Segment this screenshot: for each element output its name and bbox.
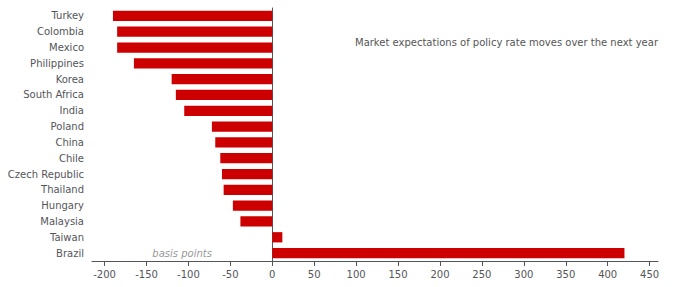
svg-text:Thailand: Thailand xyxy=(40,184,84,195)
svg-text:150: 150 xyxy=(389,269,408,280)
svg-text:-150: -150 xyxy=(135,269,158,280)
svg-text:India: India xyxy=(59,105,84,116)
svg-text:-200: -200 xyxy=(93,269,116,280)
svg-text:450: 450 xyxy=(640,269,659,280)
svg-text:Malaysia: Malaysia xyxy=(40,216,84,227)
svg-text:Turkey: Turkey xyxy=(50,10,84,21)
svg-text:Czech Republic: Czech Republic xyxy=(8,169,84,180)
svg-text:250: 250 xyxy=(472,269,491,280)
svg-text:Brazil: Brazil xyxy=(56,248,84,259)
svg-text:Mexico: Mexico xyxy=(49,42,84,53)
svg-text:Chile: Chile xyxy=(59,153,84,164)
svg-text:Korea: Korea xyxy=(56,74,84,85)
svg-text:Hungary: Hungary xyxy=(41,200,84,211)
svg-text:100: 100 xyxy=(347,269,366,280)
svg-text:South Africa: South Africa xyxy=(23,89,84,100)
svg-text:basis points: basis points xyxy=(152,248,212,259)
svg-text:Philippines: Philippines xyxy=(30,58,84,69)
svg-text:50: 50 xyxy=(308,269,321,280)
svg-text:0: 0 xyxy=(269,269,275,280)
svg-text:-50: -50 xyxy=(222,269,238,280)
svg-text:Colombia: Colombia xyxy=(37,26,84,37)
svg-text:-100: -100 xyxy=(177,269,200,280)
svg-text:China: China xyxy=(55,137,84,148)
svg-text:200: 200 xyxy=(430,269,449,280)
svg-text:400: 400 xyxy=(598,269,617,280)
svg-text:300: 300 xyxy=(514,269,533,280)
svg-text:Taiwan: Taiwan xyxy=(49,232,84,243)
svg-text:Poland: Poland xyxy=(51,121,84,132)
svg-text:Market expectations of policy: Market expectations of policy rate moves… xyxy=(355,37,659,48)
svg-text:350: 350 xyxy=(556,269,575,280)
